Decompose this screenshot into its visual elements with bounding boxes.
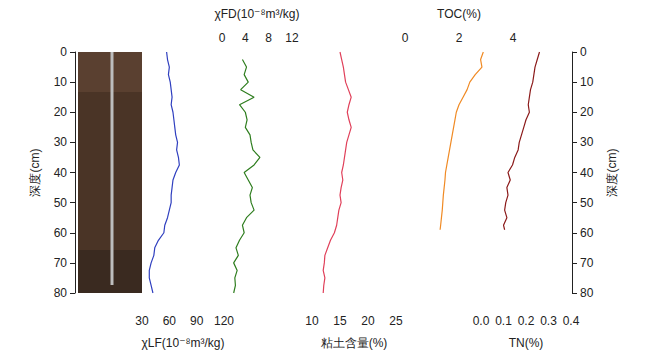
svg-text:70: 70 xyxy=(54,256,68,270)
svg-text:90: 90 xyxy=(190,314,204,328)
svg-text:40: 40 xyxy=(580,166,594,180)
svg-text:4: 4 xyxy=(242,31,249,45)
svg-text:10: 10 xyxy=(580,75,594,89)
svg-text:60: 60 xyxy=(163,314,177,328)
svg-text:60: 60 xyxy=(580,226,594,240)
svg-text:0.3: 0.3 xyxy=(540,314,557,328)
svg-text:TOC(%): TOC(%) xyxy=(437,7,481,21)
svg-text:70: 70 xyxy=(580,256,594,270)
svg-text:2: 2 xyxy=(456,31,463,45)
svg-text:0.4: 0.4 xyxy=(563,314,580,328)
svg-text:40: 40 xyxy=(54,166,68,180)
svg-text:0.1: 0.1 xyxy=(495,314,512,328)
svg-text:深度(cm): 深度(cm) xyxy=(28,149,42,197)
svg-text:60: 60 xyxy=(54,226,68,240)
svg-text:4: 4 xyxy=(510,31,517,45)
svg-text:25: 25 xyxy=(389,314,403,328)
svg-text:深度(cm): 深度(cm) xyxy=(605,149,619,197)
svg-text:0: 0 xyxy=(60,45,67,59)
svg-text:30: 30 xyxy=(580,135,594,149)
svg-text:0: 0 xyxy=(580,45,587,59)
svg-text:8: 8 xyxy=(265,31,272,45)
svg-text:120: 120 xyxy=(214,314,234,328)
svg-text:20: 20 xyxy=(580,105,594,119)
svg-text:20: 20 xyxy=(361,314,375,328)
svg-text:0.2: 0.2 xyxy=(518,314,535,328)
svg-text:0: 0 xyxy=(402,31,409,45)
svg-text:15: 15 xyxy=(333,314,347,328)
svg-text:10: 10 xyxy=(305,314,319,328)
svg-text:χFD(10⁻⁸m³/kg): χFD(10⁻⁸m³/kg) xyxy=(214,7,299,21)
svg-text:粘土含量(%): 粘土含量(%) xyxy=(321,336,388,350)
svg-text:10: 10 xyxy=(54,75,68,89)
svg-text:0: 0 xyxy=(219,31,226,45)
svg-text:20: 20 xyxy=(54,105,68,119)
svg-text:30: 30 xyxy=(135,314,149,328)
svg-text:50: 50 xyxy=(580,196,594,210)
svg-text:80: 80 xyxy=(54,286,68,300)
svg-text:80: 80 xyxy=(580,286,594,300)
svg-text:χLF(10⁻⁸m³/kg): χLF(10⁻⁸m³/kg) xyxy=(141,336,224,350)
svg-text:TN(%): TN(%) xyxy=(509,336,544,350)
svg-text:30: 30 xyxy=(54,135,68,149)
svg-text:12: 12 xyxy=(285,31,299,45)
svg-text:0.0: 0.0 xyxy=(473,314,490,328)
svg-text:50: 50 xyxy=(54,196,68,210)
